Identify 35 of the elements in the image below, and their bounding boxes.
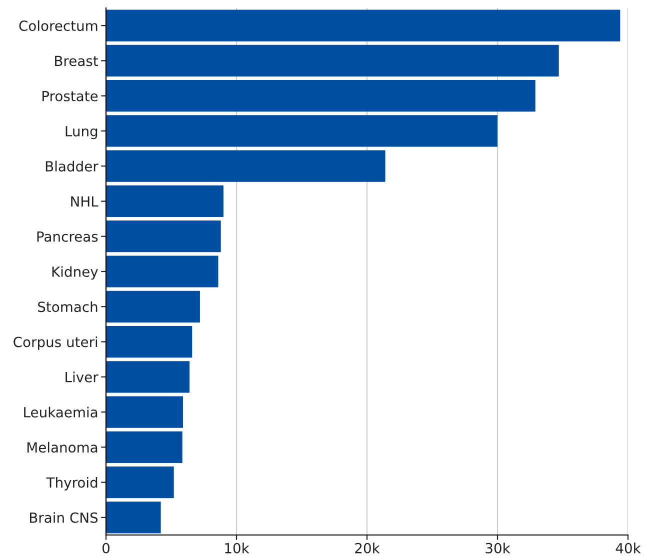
- y-tick-label: Breast: [55, 56, 98, 66]
- y-tick-label: Leukaemia: [24, 406, 98, 418]
- bar: [106, 10, 620, 42]
- bar: [106, 44, 559, 77]
- y-tick-label: Bladder: [46, 160, 98, 172]
- y-tick-label: Prostate: [42, 90, 98, 102]
- bar: [106, 326, 192, 358]
- y-tick-label: Melanoma: [27, 442, 98, 453]
- bar: [106, 80, 536, 112]
- x-tick-label: 0: [102, 542, 110, 554]
- y-tick-label: Liver: [66, 372, 98, 382]
- x-tick-label: 10k: [225, 542, 250, 554]
- y-tick-label: Kidney: [52, 266, 98, 280]
- bar: [106, 220, 221, 252]
- y-tick-label: NHL: [71, 196, 98, 207]
- bar: [106, 466, 174, 498]
- bar: [106, 502, 161, 534]
- y-tick-label: Colorectum: [19, 20, 98, 32]
- y-tick-label: Pancreas: [37, 232, 98, 242]
- x-tick-label: 40k: [616, 542, 641, 554]
- bar: [106, 290, 200, 322]
- y-tick-label: Brain CNS: [30, 512, 98, 523]
- bar: [106, 396, 183, 428]
- x-tick-label: 20k: [355, 542, 380, 554]
- bar: [106, 431, 182, 463]
- bar: [106, 115, 498, 147]
- bar: [106, 150, 386, 182]
- y-tick-label: Lung: [66, 126, 98, 140]
- y-tick-label: Stomach: [38, 301, 98, 312]
- bar: [106, 256, 218, 288]
- y-tick-label: Corpus uteri: [14, 336, 98, 350]
- y-tick-label: Thyroid: [46, 477, 98, 490]
- bar: [106, 185, 224, 218]
- x-tick-label: 30k: [486, 542, 510, 554]
- bar: [106, 361, 190, 393]
